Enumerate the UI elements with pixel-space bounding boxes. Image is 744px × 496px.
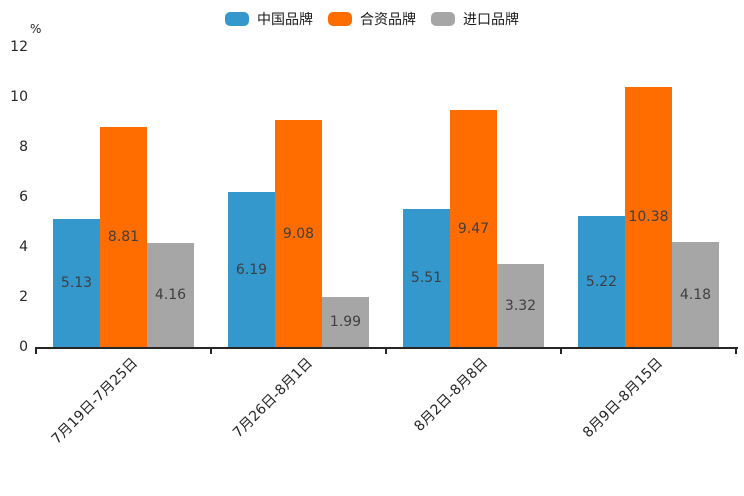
y-axis-tick-label: 0 (19, 339, 28, 355)
bar-合资品牌-2: 9.47 (450, 110, 497, 347)
y-axis-tick-label: 12 (10, 39, 28, 55)
x-axis-category-label: 8月9日-8月15日 (579, 355, 666, 442)
x-axis-category-label: 7月26日-8月1日 (229, 355, 316, 442)
bar-value-label: 8.81 (107, 229, 140, 245)
y-axis-tick-label: 6 (19, 189, 28, 205)
bar-进口品牌-2: 3.32 (497, 264, 544, 347)
x-axis-category-label: 8月2日-8月8日 (411, 355, 491, 435)
y-axis-tick-label: 4 (19, 239, 28, 255)
x-axis-category-label: 7月19日-7月25日 (48, 355, 141, 448)
legend-item-1: 合资品牌 (328, 9, 416, 29)
bar-value-label: 10.38 (628, 209, 669, 225)
chart-legend: 中国品牌 合资品牌 进口品牌 (0, 9, 744, 29)
y-axis-tick-label: 8 (19, 139, 28, 155)
bar-value-label: 9.47 (457, 220, 490, 237)
legend-label: 进口品牌 (463, 12, 519, 28)
bar-value-label: 9.08 (282, 225, 315, 242)
legend-label: 合资品牌 (360, 12, 416, 28)
y-axis-tick-label: 10 (10, 89, 28, 105)
bar-进口品牌-1: 1.99 (322, 297, 369, 347)
bar-value-label: 4.18 (679, 286, 712, 303)
bar-合资品牌-0: 8.81 (100, 127, 147, 347)
legend-swatch-icon (225, 12, 249, 26)
legend-swatch-icon (431, 12, 455, 26)
legend-swatch-icon (328, 12, 352, 26)
bar-value-label: 5.51 (410, 270, 443, 286)
bar-进口品牌-0: 4.16 (147, 243, 194, 347)
x-axis-line (35, 347, 738, 349)
x-axis-tick (35, 349, 37, 354)
legend-label: 中国品牌 (257, 12, 313, 28)
bar-中国品牌-0: 5.13 (53, 219, 100, 347)
x-axis-tick (210, 349, 212, 354)
bar-value-label: 4.16 (154, 287, 187, 303)
bar-value-label: 6.19 (235, 261, 268, 278)
bar-中国品牌-3: 5.22 (578, 216, 625, 347)
legend-item-2: 进口品牌 (431, 9, 519, 29)
bar-value-label: 1.99 (329, 314, 362, 330)
bar-value-label: 5.13 (60, 275, 93, 291)
x-axis-tick (385, 349, 387, 354)
x-axis-tick (560, 349, 562, 354)
x-axis-tick (735, 349, 737, 354)
y-axis-tick-label: 2 (19, 289, 28, 305)
bar-合资品牌-3: 10.38 (625, 87, 672, 347)
y-axis-unit-label: % (30, 22, 42, 36)
bar-value-label: 3.32 (504, 297, 537, 314)
bar-进口品牌-3: 4.18 (672, 242, 719, 347)
bar-中国品牌-2: 5.51 (403, 209, 450, 347)
bar-合资品牌-1: 9.08 (275, 120, 322, 347)
legend-item-0: 中国品牌 (225, 9, 313, 29)
bar-中国品牌-1: 6.19 (228, 192, 275, 347)
bar-value-label: 5.22 (585, 273, 618, 290)
